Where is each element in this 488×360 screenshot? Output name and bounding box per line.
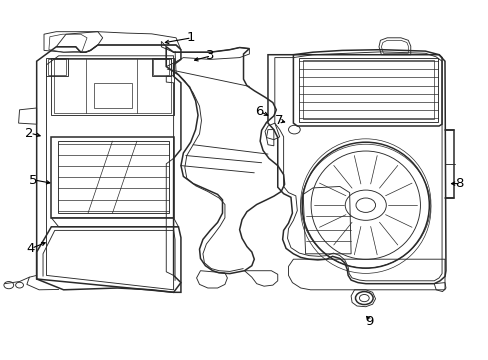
Text: 5: 5 <box>29 174 38 186</box>
Text: 1: 1 <box>186 31 195 44</box>
Text: 6: 6 <box>254 105 263 118</box>
Text: 7: 7 <box>274 114 283 127</box>
Text: 9: 9 <box>364 315 373 328</box>
Text: 3: 3 <box>205 49 214 62</box>
Text: 2: 2 <box>25 127 34 140</box>
Text: 4: 4 <box>26 242 35 255</box>
Text: 8: 8 <box>454 177 463 190</box>
